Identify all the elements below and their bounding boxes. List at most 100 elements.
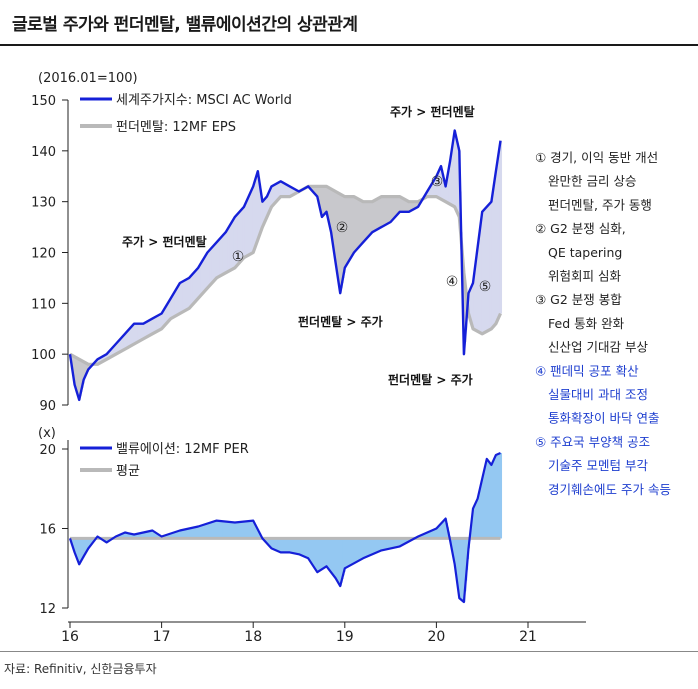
- per-deviation-fill: [252, 520, 254, 539]
- per-deviation-fill: [200, 525, 202, 539]
- per-deviation-fill: [397, 538, 400, 547]
- per-deviation-fill: [75, 538, 78, 555]
- upper-gap-fill: [431, 183, 434, 197]
- upper-gap-fill: [400, 197, 403, 212]
- upper-gap-fill: [182, 281, 185, 312]
- upper-gap-fill: [116, 342, 119, 354]
- upper-gap-fill: [135, 323, 138, 343]
- upper-gap-fill: [451, 154, 453, 205]
- upper-gap-fill: [320, 186, 323, 213]
- per-deviation-fill: [429, 531, 432, 539]
- upper-gap-fill: [325, 186, 328, 213]
- upper-gap-fill: [256, 174, 259, 243]
- per-deviation-fill: [237, 522, 240, 539]
- upper-gap-fill: [224, 233, 227, 274]
- per-deviation-fill: [301, 538, 304, 556]
- upper-gap-fill: [355, 197, 358, 251]
- upper-gap-fill: [194, 271, 197, 303]
- upper-gap-fill: [338, 193, 340, 281]
- per-deviation-fill: [338, 538, 340, 583]
- upper-gap-fill: [354, 197, 357, 252]
- per-deviation-fill: [375, 538, 377, 554]
- per-deviation-fill: [239, 522, 241, 539]
- per-deviation-fill: [384, 538, 386, 550]
- per-deviation-fill: [333, 538, 336, 576]
- upper-gap-fill: [237, 213, 240, 265]
- upper-gap-fill: [289, 186, 292, 197]
- upper-gap-fill: [463, 272, 466, 355]
- upper-gap-fill: [494, 183, 496, 326]
- upper-gap-fill: [209, 250, 211, 287]
- upper-gap-fill: [389, 196, 392, 223]
- per-deviation-fill: [478, 494, 481, 539]
- upper-gap-fill: [219, 239, 221, 277]
- upper-gap-fill: [408, 201, 411, 212]
- upper-gap-fill: [80, 360, 83, 392]
- upper-gap-fill: [264, 199, 266, 224]
- upper-gap-fill: [455, 134, 458, 209]
- upper-gap-fill: [356, 198, 359, 250]
- per-deviation-fill: [211, 522, 214, 539]
- per-deviation-fill: [302, 538, 305, 556]
- upper-gap-fill: [330, 188, 332, 229]
- upper-gap-fill: [117, 341, 120, 354]
- upper-gap-fill: [464, 280, 467, 342]
- per-deviation-fill: [322, 538, 325, 569]
- per-deviation-fill: [332, 538, 335, 575]
- upper-gap-fill: [169, 299, 172, 320]
- per-deviation-fill: [303, 538, 306, 557]
- upper-gap-fill: [225, 232, 228, 273]
- upper-gap-fill: [427, 191, 429, 197]
- per-deviation-fill: [382, 538, 384, 551]
- per-deviation-fill: [460, 538, 462, 599]
- per-deviation-fill: [341, 538, 343, 583]
- upper-gap-fill: [450, 161, 452, 205]
- x-tick: 17: [153, 629, 171, 645]
- per-deviation-fill: [495, 456, 497, 539]
- upper-gap-fill: [133, 324, 135, 345]
- per-deviation-fill: [440, 524, 442, 539]
- upper-gap-fill: [395, 196, 397, 217]
- per-deviation-fill: [279, 538, 282, 552]
- upper-gap-fill: [329, 187, 331, 225]
- upper-gap-fill: [167, 304, 169, 323]
- upper-gap-fill: [263, 200, 265, 226]
- per-deviation-fill: [254, 522, 256, 539]
- per-deviation-fill: [379, 538, 382, 552]
- per-deviation-fill: [187, 528, 189, 539]
- upper-gap-fill: [270, 188, 273, 209]
- per-deviation-fill: [131, 533, 133, 539]
- per-deviation-fill: [309, 538, 312, 562]
- upper-gap-fill: [483, 210, 485, 334]
- upper-gap-fill: [269, 190, 272, 211]
- upper-y-tick: 100: [31, 348, 56, 363]
- per-deviation-fill: [267, 538, 270, 545]
- per-deviation-fill: [393, 538, 395, 548]
- per-deviation-fill: [213, 521, 216, 539]
- per-deviation-fill: [227, 521, 230, 539]
- upper-gap-fill: [258, 177, 261, 238]
- per-deviation-fill: [271, 538, 274, 549]
- per-deviation-fill: [78, 538, 80, 562]
- side-note: ④ 팬데믹 공포 확산: [535, 363, 639, 378]
- per-deviation-fill: [89, 538, 91, 548]
- per-deviation-fill: [146, 531, 149, 539]
- upper-gap-fill: [179, 284, 181, 315]
- per-deviation-fill: [206, 523, 208, 539]
- upper-gap-fill: [186, 279, 188, 310]
- upper-gap-fill: [393, 196, 395, 219]
- per-deviation-fill: [485, 462, 488, 539]
- upper-y-tick: 90: [39, 399, 56, 414]
- per-deviation-fill: [403, 538, 405, 545]
- per-deviation-fill: [265, 538, 267, 542]
- upper-gap-fill: [268, 192, 271, 213]
- per-deviation-fill: [451, 538, 454, 550]
- per-deviation-fill: [362, 538, 364, 559]
- upper-gap-fill: [127, 330, 130, 348]
- upper-gap-fill: [255, 180, 257, 248]
- upper-gap-fill: [436, 176, 438, 197]
- per-deviation-fill: [360, 538, 362, 560]
- per-deviation-fill: [321, 538, 324, 570]
- upper-gap-fill: [191, 274, 194, 306]
- upper-gap-fill: [105, 354, 108, 360]
